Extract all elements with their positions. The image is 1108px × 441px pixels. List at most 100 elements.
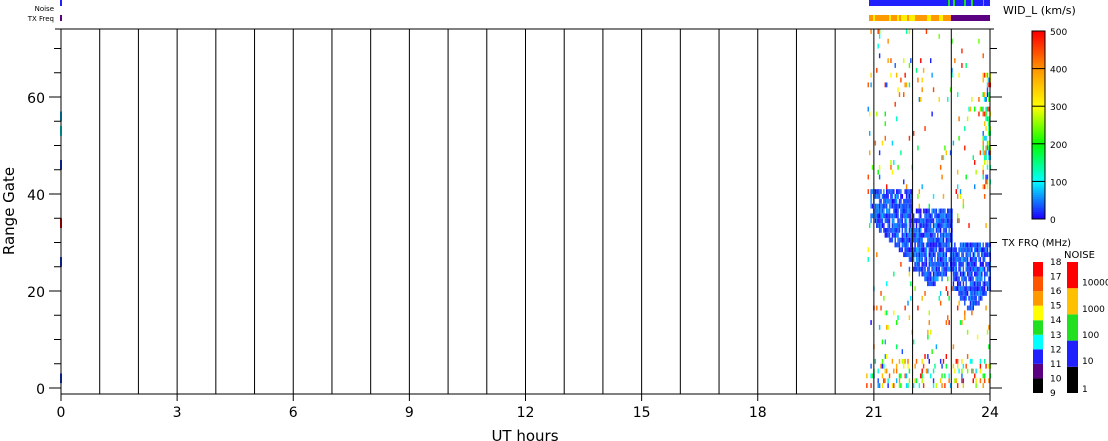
data-cell bbox=[969, 305, 972, 311]
data-cell bbox=[958, 135, 960, 141]
width-colorbar-cell bbox=[1032, 59, 1045, 62]
data-cell bbox=[883, 208, 885, 214]
data-cell bbox=[876, 194, 878, 199]
data-cell bbox=[908, 203, 911, 209]
data-cell bbox=[905, 184, 908, 190]
data-cell bbox=[884, 339, 887, 345]
data-cell bbox=[928, 310, 931, 316]
data-cell bbox=[985, 150, 987, 156]
data-cell bbox=[988, 97, 990, 102]
data-cell bbox=[925, 29, 928, 34]
data-cell bbox=[979, 106, 982, 112]
data-cell bbox=[965, 261, 967, 267]
width-colorbar-label: 300 bbox=[1050, 103, 1067, 113]
txfreq-strip-segment bbox=[895, 15, 897, 21]
data-cell bbox=[891, 237, 894, 243]
data-cell bbox=[944, 252, 946, 258]
data-cell bbox=[870, 373, 872, 379]
data-cell bbox=[934, 266, 936, 272]
data-cell bbox=[893, 218, 895, 224]
data-cell bbox=[939, 208, 942, 214]
data-cell bbox=[930, 252, 932, 258]
data-cell bbox=[907, 208, 909, 214]
data-cell bbox=[938, 237, 940, 243]
data-cell bbox=[974, 281, 976, 287]
data-cell bbox=[974, 300, 976, 306]
data-cell bbox=[907, 198, 909, 204]
data-cell bbox=[920, 247, 922, 253]
data-cell bbox=[975, 247, 977, 253]
data-cell bbox=[928, 227, 931, 233]
data-cell bbox=[895, 116, 898, 122]
data-cell bbox=[941, 383, 943, 388]
data-cell bbox=[870, 363, 872, 369]
data-cell bbox=[897, 189, 899, 194]
data-cell bbox=[954, 247, 956, 253]
txfreq-strip-segment bbox=[937, 15, 939, 21]
data-cell bbox=[966, 252, 969, 258]
data-cell bbox=[890, 213, 892, 219]
data-cell bbox=[930, 276, 932, 282]
data-cell bbox=[904, 198, 906, 204]
data-cell bbox=[956, 184, 959, 190]
data-cell bbox=[935, 261, 938, 267]
data-cell bbox=[962, 291, 965, 296]
data-cell bbox=[893, 160, 895, 165]
data-cell bbox=[958, 281, 960, 287]
data-cell bbox=[881, 339, 884, 345]
data-cell bbox=[941, 276, 943, 282]
data-cell bbox=[985, 155, 987, 161]
data-cell bbox=[931, 281, 933, 287]
data-cell bbox=[988, 266, 990, 272]
data-cell bbox=[982, 150, 984, 156]
width-colorbar-cell bbox=[1032, 62, 1045, 66]
data-cell bbox=[908, 247, 911, 253]
txfreq-colorbar-title: TX FRQ (MHz) bbox=[1001, 238, 1071, 249]
txfreq-strip-segment bbox=[951, 15, 990, 21]
data-cell bbox=[917, 266, 919, 272]
data-cell bbox=[955, 266, 957, 272]
data-cell bbox=[886, 213, 888, 219]
data-cell bbox=[948, 257, 950, 262]
data-cell bbox=[924, 247, 926, 253]
data-cell bbox=[939, 218, 942, 224]
data-cell bbox=[978, 266, 980, 272]
data-cell bbox=[971, 295, 973, 301]
data-cell bbox=[910, 194, 912, 199]
data-cell bbox=[962, 247, 965, 253]
data-cell bbox=[979, 247, 982, 253]
data-cell bbox=[928, 213, 931, 219]
width-colorbar-cell bbox=[1032, 87, 1045, 90]
data-cell bbox=[983, 373, 986, 379]
data-cell bbox=[878, 194, 881, 199]
data-cell bbox=[891, 213, 894, 219]
data-cell bbox=[883, 223, 885, 228]
data-cell bbox=[937, 223, 939, 228]
data-cell bbox=[903, 203, 905, 209]
data-cell bbox=[903, 223, 905, 228]
data-cell bbox=[982, 140, 984, 146]
data-cell bbox=[949, 218, 952, 224]
data-cell bbox=[988, 145, 990, 151]
txfreq-colorbar-cell bbox=[1033, 291, 1043, 306]
data-cell bbox=[969, 281, 972, 287]
data-cell bbox=[927, 218, 929, 224]
data-cell bbox=[900, 213, 902, 219]
data-cell bbox=[884, 111, 887, 117]
width-colorbar-cell bbox=[1032, 93, 1045, 96]
data-cell bbox=[976, 247, 979, 253]
data-cell bbox=[961, 378, 963, 384]
data-cell bbox=[895, 378, 898, 384]
data-cell bbox=[922, 67, 925, 73]
data-cell bbox=[962, 198, 965, 204]
data-cell bbox=[939, 291, 942, 296]
x-axis-label: UT hours bbox=[491, 427, 558, 441]
width-colorbar-cell bbox=[1032, 217, 1045, 220]
data-cell bbox=[949, 87, 952, 93]
data-cell bbox=[976, 291, 979, 296]
data-cell bbox=[917, 77, 919, 83]
width-colorbar-cell bbox=[1032, 44, 1045, 47]
data-cell bbox=[966, 329, 969, 335]
data-cell bbox=[910, 213, 912, 219]
data-cell bbox=[870, 29, 872, 34]
